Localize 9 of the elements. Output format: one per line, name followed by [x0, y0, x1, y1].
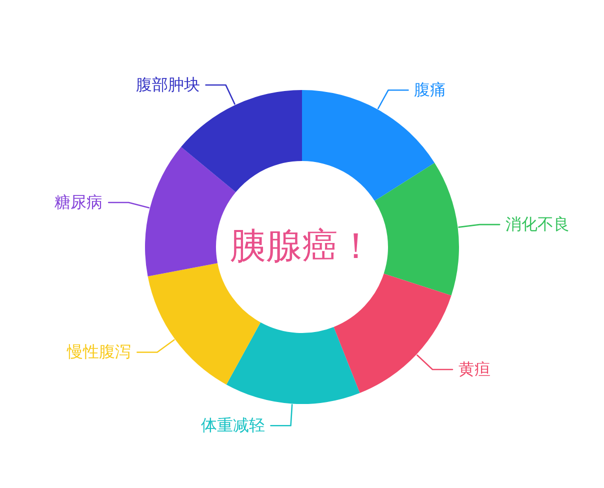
slice-label: 体重减轻: [200, 416, 265, 435]
slice-label: 慢性腹泻: [66, 342, 132, 362]
slice-label: 糖尿病: [54, 192, 103, 212]
slice-label: 腹部肿块: [136, 75, 200, 94]
slice-label: 消化不良: [506, 214, 570, 234]
donut-slice: [334, 274, 452, 393]
text: 胰腺癌！: [230, 226, 374, 267]
slice-label: 黄疸: [458, 360, 490, 379]
slice-label: 腹痛: [414, 80, 446, 100]
